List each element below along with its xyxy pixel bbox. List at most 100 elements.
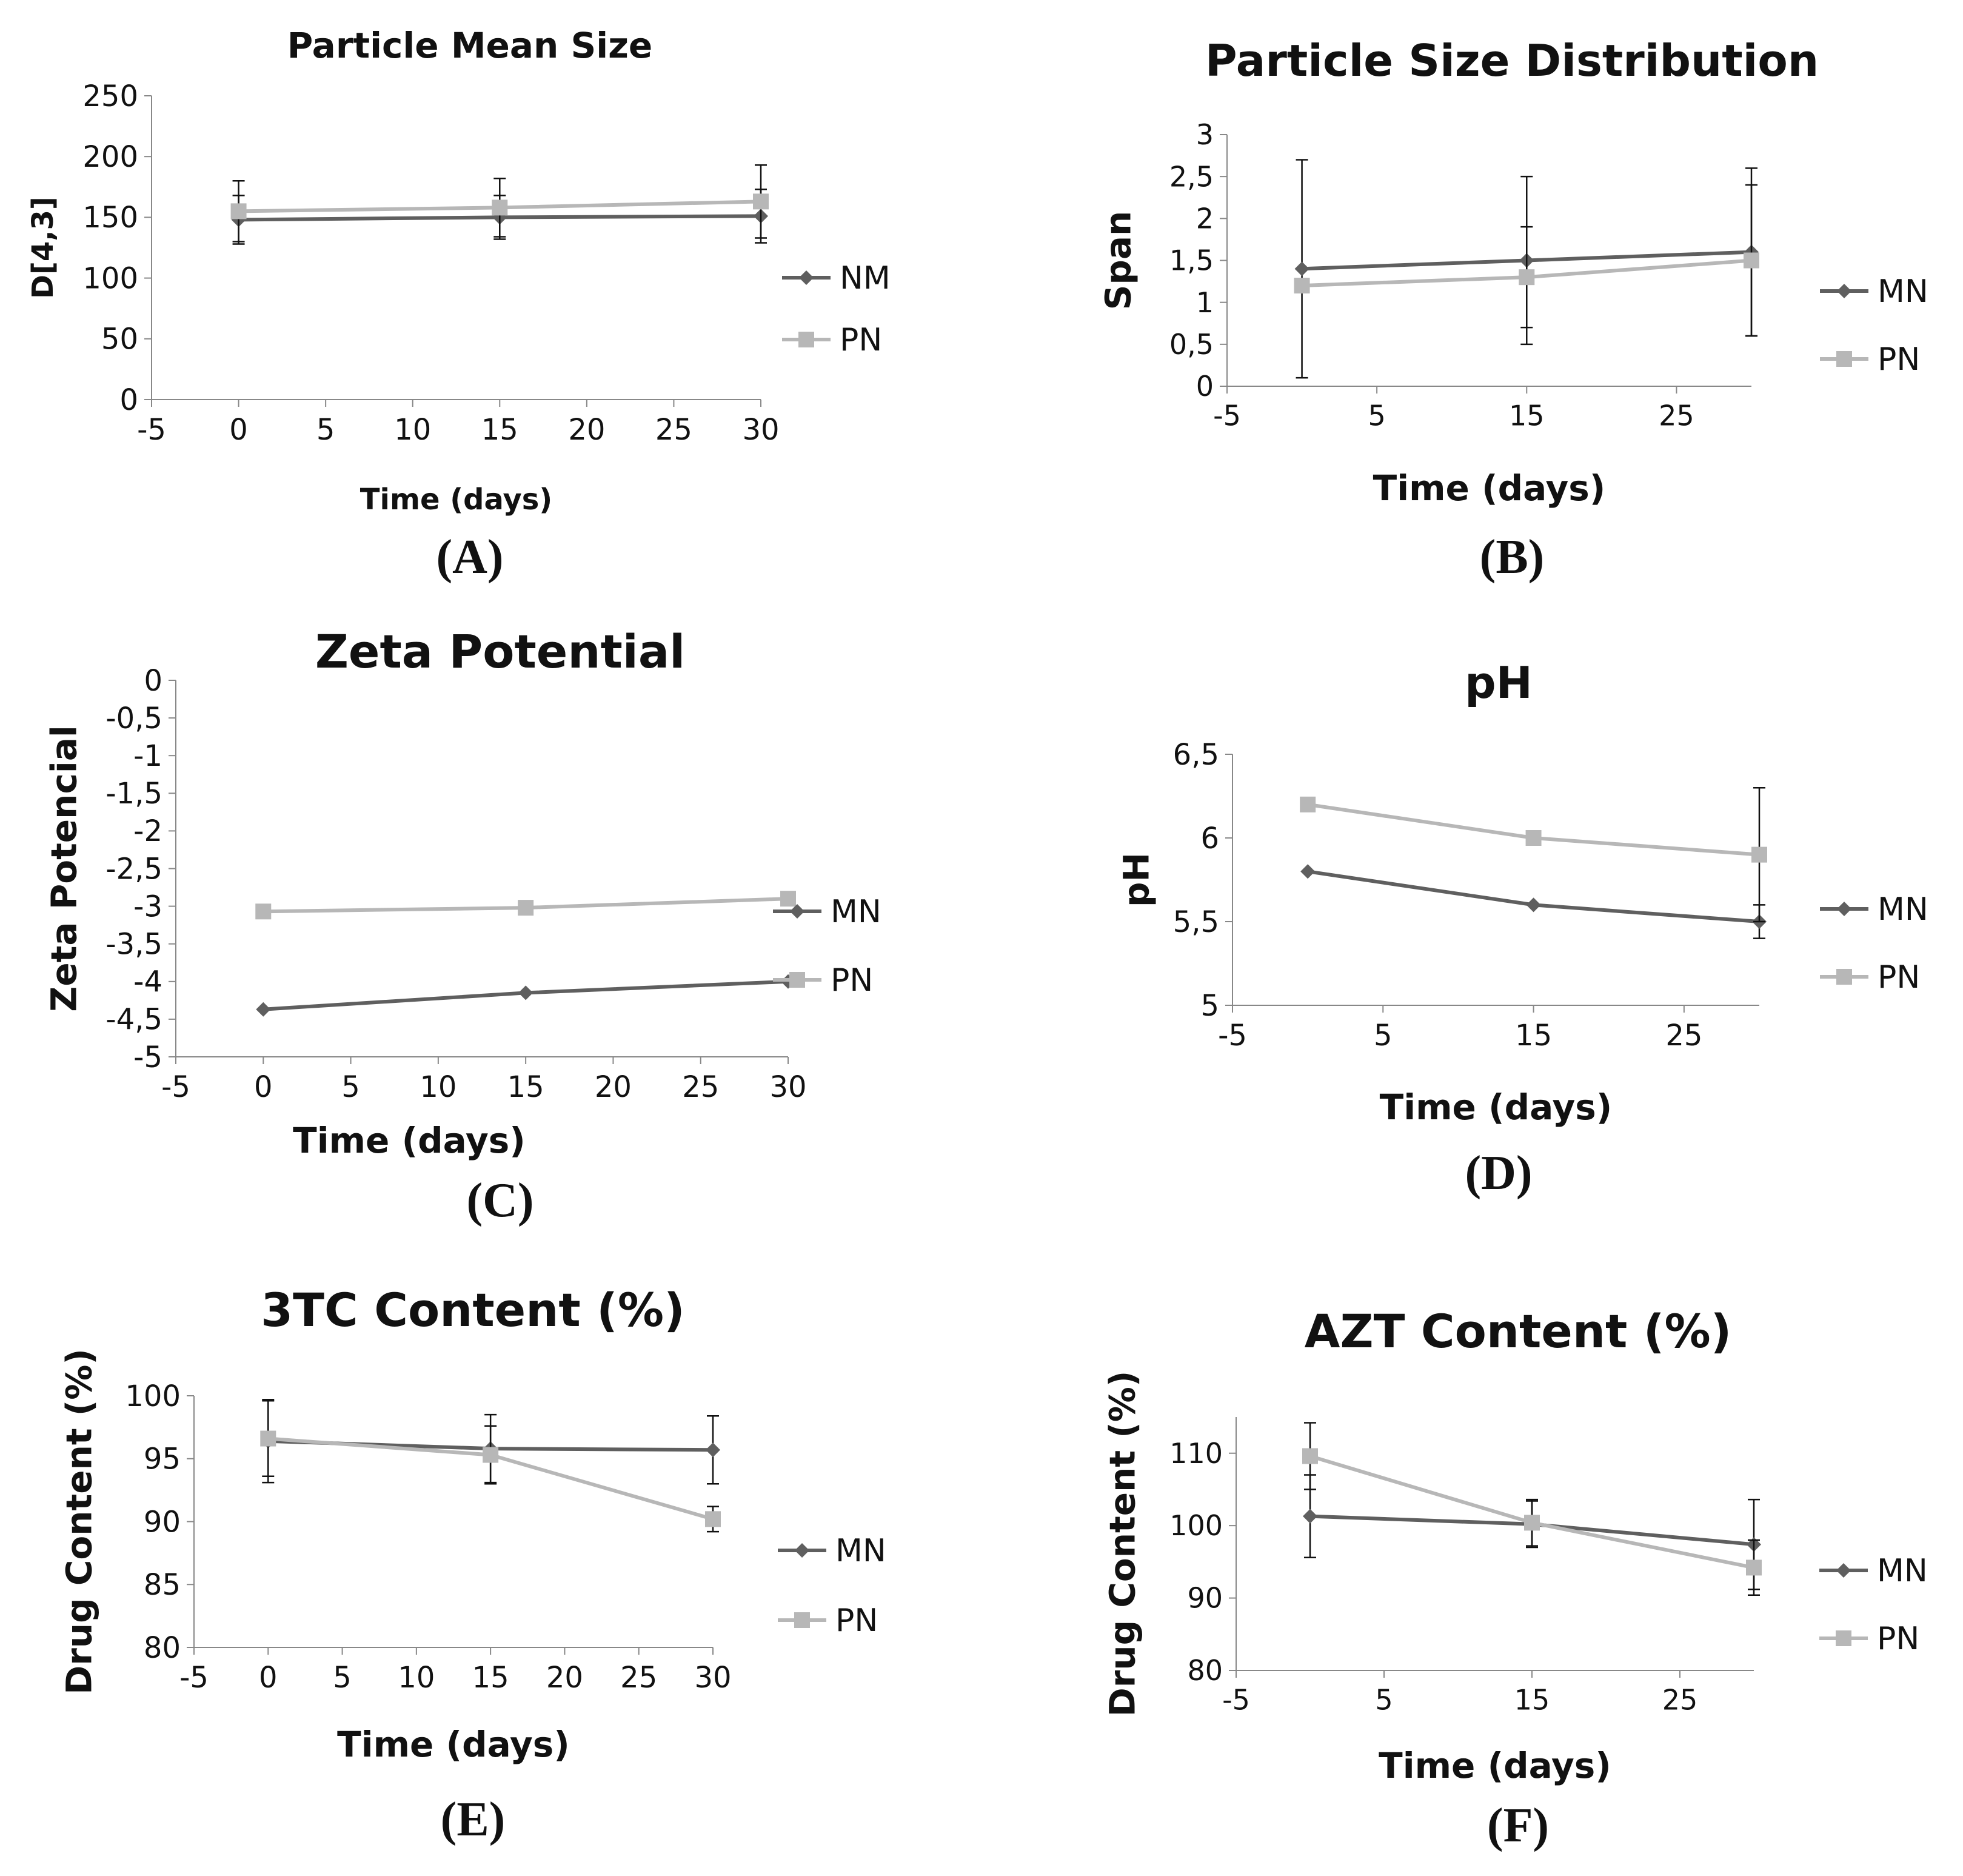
data-point-mn	[1303, 1509, 1317, 1524]
chart-svg-c: Zeta Potential 0 -0,5 -1 -1,5-2 -2,5-3 -3,5-4 -…	[43, 625, 881, 1227]
x-tick-label: -5	[1222, 1684, 1250, 1717]
y-tick-label: 2,5	[1169, 160, 1214, 193]
chart-title: AZT Content (%)	[1305, 1304, 1732, 1358]
legend-label: PN	[835, 1603, 878, 1639]
x-tick-label: -5	[179, 1661, 209, 1695]
x-tick-label: 15	[1515, 1019, 1552, 1053]
y-tick-label: 3	[1196, 118, 1214, 151]
x-tick-label: 5	[333, 1661, 352, 1695]
legend-marker	[799, 270, 814, 285]
data-point-pn	[1294, 278, 1310, 293]
data-point-pn	[492, 199, 508, 216]
panel-letter: (C)	[466, 1174, 533, 1227]
x-tick-label: 20	[595, 1070, 632, 1104]
chart-title: pH	[1465, 657, 1533, 708]
y-tick-label: 200	[82, 140, 138, 174]
legend-marker	[789, 972, 805, 988]
chart-panel-c: Zeta Potential 0 -0,5 -1 -1,5 -2 -2,5 -3 -3,5 -4 -…	[0, 625, 982, 1250]
y-tick-label: 90	[144, 1505, 181, 1539]
y-tick-label: 5,5	[1173, 905, 1219, 939]
data-point-mn	[1300, 864, 1316, 879]
data-point-mn	[256, 1002, 271, 1017]
chart-panel-a: Particle Mean Size 0 50 100 150 200 250 -5 0 5 10 1…	[0, 0, 982, 625]
data-point-pn	[1744, 252, 1759, 269]
y-tick-label: -3,5	[105, 928, 162, 962]
data-point-mn	[1294, 261, 1309, 276]
panel-letter: (D)	[1465, 1147, 1532, 1200]
x-tick-label: 25	[655, 413, 692, 447]
y-tick-label: 50	[101, 323, 138, 357]
data-point-pn	[255, 903, 272, 920]
y-tick-label: 1,5	[1169, 244, 1214, 277]
y-tick-label: -2,5	[105, 852, 162, 886]
y-tick-label: 100	[1169, 1509, 1223, 1542]
x-tick-label: 30	[769, 1070, 806, 1104]
y-axis-label: Span	[1097, 211, 1139, 310]
y-tick-label: 150	[82, 201, 138, 235]
x-tick-label: 15	[1509, 400, 1545, 432]
x-tick-label: 0	[254, 1070, 273, 1104]
y-tick-label: 95	[144, 1442, 181, 1476]
x-tick-label: 25	[1662, 1684, 1698, 1717]
y-tick-label: -4,5	[105, 1003, 162, 1037]
data-point-pn	[753, 193, 769, 210]
panel-letter: (F)	[1487, 1799, 1549, 1852]
y-tick-label: -3	[133, 889, 162, 923]
y-tick-label: 2	[1196, 202, 1214, 235]
x-tick-label: 15	[481, 413, 518, 447]
x-tick-label: 10	[398, 1661, 435, 1695]
legend-label: MN	[835, 1533, 886, 1569]
data-point-pn	[705, 1511, 721, 1527]
legend-marker	[794, 1612, 810, 1628]
legend-marker	[1836, 969, 1852, 985]
y-tick-label: 80	[144, 1631, 181, 1665]
y-axis-label: Drug Content (%)	[58, 1348, 99, 1695]
y-tick-label: -4	[133, 965, 162, 999]
chart-title: Zeta Potential	[315, 625, 685, 678]
data-point-pn	[483, 1447, 499, 1463]
y-tick-label: 100	[82, 261, 138, 295]
y-tick-label: -1	[133, 739, 162, 773]
y-axis-label: Zeta Potencial	[43, 725, 84, 1011]
x-tick-label: 25	[682, 1070, 719, 1104]
y-tick-label: -1,5	[105, 777, 162, 811]
data-point-mn	[1526, 897, 1541, 913]
legend-marker	[1836, 1630, 1851, 1646]
panel-letter: (E)	[441, 1793, 506, 1846]
y-tick-label: 0	[1196, 370, 1214, 403]
y-tick-label: 250	[82, 79, 138, 113]
x-axis-label: Time (days)	[1373, 467, 1606, 509]
series-line-mn	[1307, 869, 1760, 923]
panel-letter: (A)	[436, 531, 503, 584]
panel-letter: (B)	[1480, 531, 1545, 584]
data-point-pn	[1524, 1515, 1540, 1531]
x-tick-label: 30	[742, 413, 779, 447]
x-tick-label: 0	[229, 413, 248, 447]
x-axis-label: Time (days)	[337, 1724, 570, 1765]
y-axis-label: pH	[1115, 853, 1157, 907]
chart-svg-b: Particle Size Distribution 0 0,5 1 1,5 2 2,5 3 -…	[1097, 35, 1928, 584]
legend-label: MN	[1878, 891, 1928, 928]
y-tick-label: 0	[144, 664, 162, 698]
legend-marker	[1836, 1563, 1851, 1578]
x-axis-label: Time (days)	[1380, 1087, 1613, 1128]
y-tick-label: 0	[119, 383, 138, 417]
y-tick-label: 6	[1200, 822, 1219, 856]
x-tick-label: 5	[1375, 1684, 1393, 1717]
y-axis-label: Drug Content (%)	[1102, 1371, 1143, 1717]
x-tick-label: 0	[259, 1661, 278, 1695]
y-tick-label: 6,5	[1173, 738, 1219, 772]
y-tick-label: 90	[1187, 1582, 1223, 1615]
legend-label: PN	[1877, 1621, 1919, 1657]
x-axis-label: Time (days)	[360, 483, 552, 517]
legend-marker	[790, 904, 804, 919]
x-tick-label: 20	[568, 413, 605, 447]
data-point-mn	[518, 985, 533, 1000]
legend-label: MN	[1877, 1553, 1928, 1589]
data-point-pn	[1746, 1559, 1762, 1576]
chart-svg-f: AZT Content (%) 80 90 100 110 -5 5 15 25 Time (da…	[1102, 1304, 1928, 1852]
legend-label: PN	[1878, 959, 1920, 996]
x-axis-label: Time (days)	[293, 1120, 526, 1161]
